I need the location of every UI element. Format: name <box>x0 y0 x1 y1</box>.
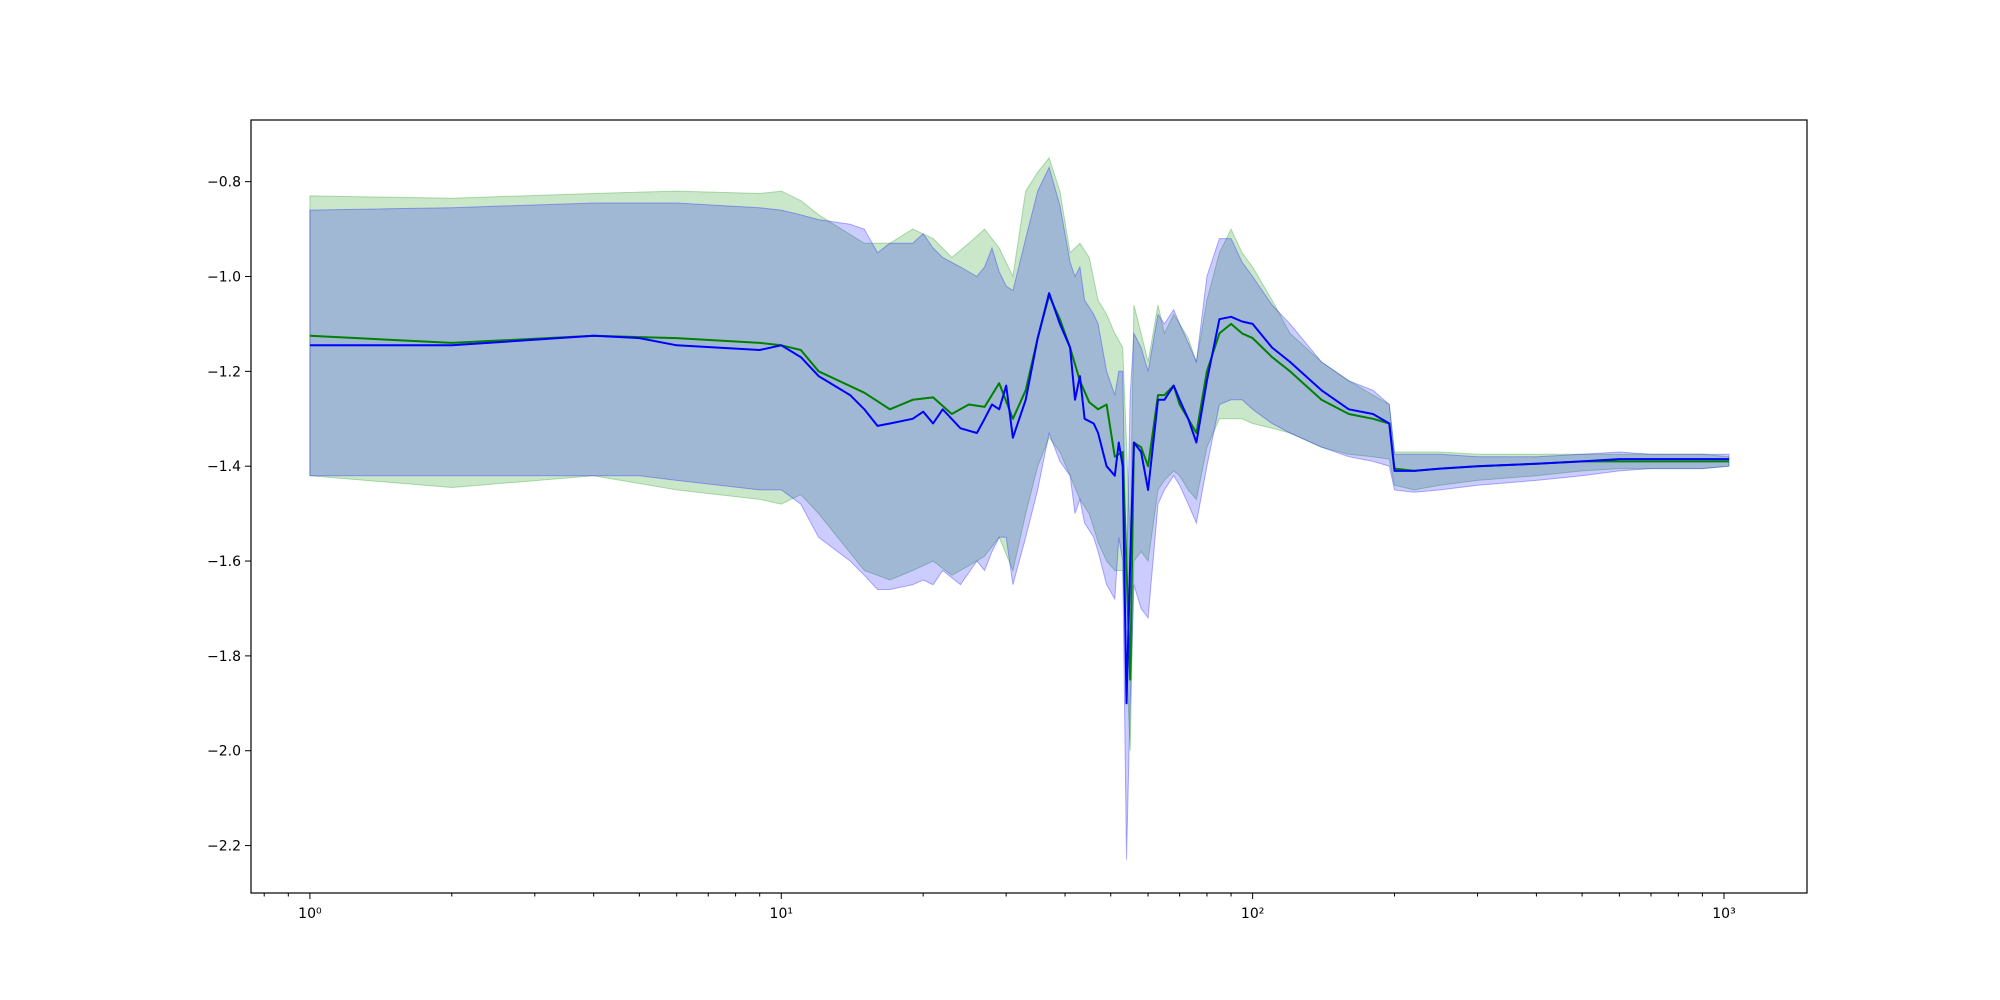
y-tick-label: −1.4 <box>207 459 241 475</box>
y-tick-label: −1.2 <box>207 364 241 380</box>
x-tick-label: 10⁰ <box>298 906 322 922</box>
y-tick-label: −1.6 <box>207 554 241 570</box>
axes-frame <box>250 119 1808 894</box>
y-tick-label: −1.8 <box>207 649 241 665</box>
y-tick-label: −0.8 <box>207 175 241 191</box>
y-axis: −0.8 −1.0 −1.2 −1.4 −1.6 −1.8 −2.0 −2.2 <box>207 175 251 855</box>
confidence-bands <box>309 156 1730 860</box>
x-axis: 10⁰ 10¹ 10² 10³ <box>263 893 1736 922</box>
y-tick-label: −1.0 <box>207 269 241 285</box>
series-1-band <box>309 156 1730 751</box>
series-2-line <box>309 292 1729 705</box>
x-tick-label: 10³ <box>1712 906 1735 922</box>
series-2-band <box>309 165 1730 860</box>
series-1-line <box>309 294 1729 681</box>
y-tick-label: −2.2 <box>207 839 241 855</box>
x-tick-label: 10¹ <box>770 906 793 922</box>
series-lines <box>309 292 1729 705</box>
y-tick-label: −2.0 <box>207 744 241 760</box>
x-tick-label: 10² <box>1241 906 1264 922</box>
